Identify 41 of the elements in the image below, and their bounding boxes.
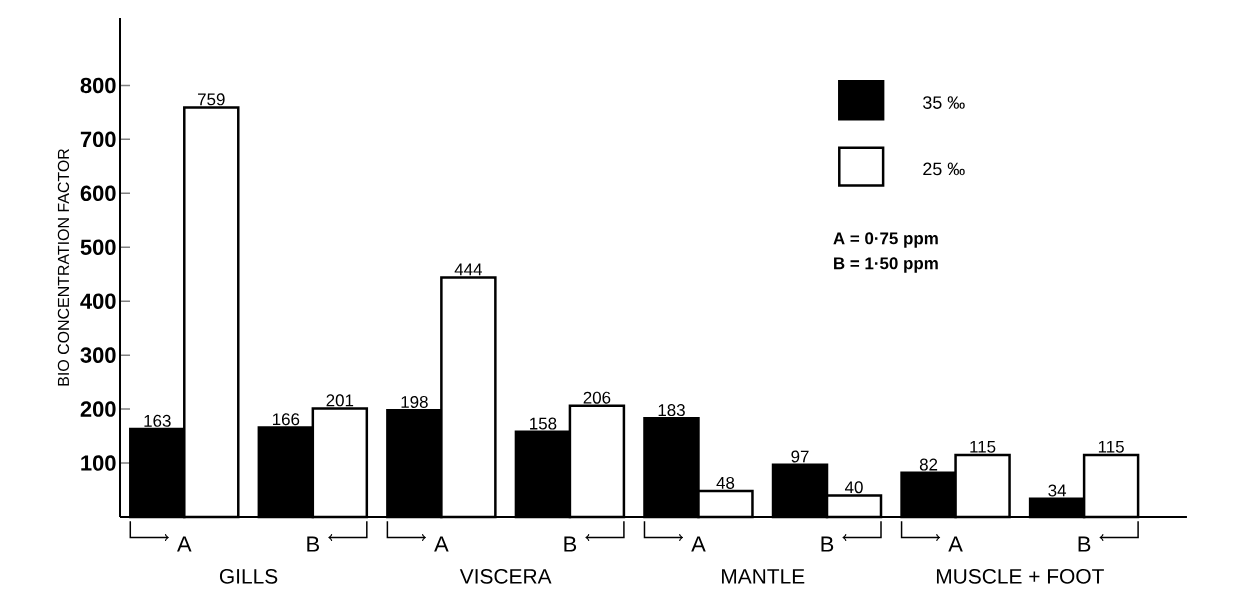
data-label: 115 xyxy=(970,440,996,453)
legend-label: 25 ‰ xyxy=(923,162,965,176)
x-tick-label: B xyxy=(564,536,577,552)
y-tick-label: 200 xyxy=(80,401,116,417)
data-label: 82 xyxy=(919,458,938,471)
x-tick-label: A xyxy=(691,536,706,552)
x-tick-label: A xyxy=(177,536,192,552)
y-tick-label: 100 xyxy=(81,455,116,471)
y-tick-label: 800 xyxy=(80,77,116,94)
x-tick-label: B xyxy=(1078,536,1091,552)
data-label: 166 xyxy=(273,413,300,426)
data-label: 158 xyxy=(530,417,557,430)
annotation: B = 1·50 ppm xyxy=(834,257,938,273)
data-label: 34 xyxy=(1048,484,1067,497)
text: GILLS xyxy=(219,568,278,584)
y-tick-label: 700 xyxy=(80,131,116,148)
y-tick-label: 500 xyxy=(80,239,116,256)
y-tick-label: 300 xyxy=(80,347,116,363)
annotation: A = 0·75 ppm xyxy=(833,232,938,248)
data-label: 115 xyxy=(1098,440,1124,453)
text: MANTLE xyxy=(722,569,805,584)
x-tick-label: A xyxy=(434,536,449,552)
data-label: 206 xyxy=(583,391,611,404)
y-tick-label: 400 xyxy=(80,293,116,309)
x-tick-label: B xyxy=(821,536,834,552)
data-label: 183 xyxy=(658,404,685,417)
data-label: 48 xyxy=(716,476,735,489)
data-label: 201 xyxy=(326,394,354,407)
y-tick-label: 600 xyxy=(80,185,116,202)
legend-label: 35 ‰ xyxy=(923,96,965,109)
data-label: 163 xyxy=(144,414,171,427)
data-label: 198 xyxy=(401,395,428,408)
x-tick-label: A xyxy=(948,536,963,552)
x-tick-label: B xyxy=(307,536,319,552)
text: VISCERA xyxy=(459,568,552,584)
text: MUSCLE + FOOT xyxy=(936,568,1104,584)
data-label: 759 xyxy=(198,93,225,106)
y-axis-title: BIO CONCENTRATION FACTOR xyxy=(57,148,70,386)
data-label: 97 xyxy=(791,450,809,463)
data-label: 444 xyxy=(454,263,482,276)
data-label: 40 xyxy=(844,481,863,494)
